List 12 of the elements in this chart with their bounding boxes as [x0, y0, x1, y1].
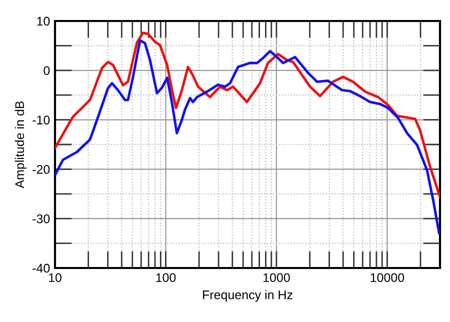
- x-axis-title: Frequency in Hz: [203, 290, 292, 302]
- x-tick-label: 100: [156, 273, 176, 282]
- y-tick-label: 10: [37, 16, 50, 26]
- y-axis-title: Amplitude in dB: [14, 101, 27, 188]
- y-tick-label: -40: [32, 264, 50, 273]
- y-tick-label: -20: [32, 165, 50, 174]
- y-tick-label: 0: [44, 66, 50, 76]
- y-tick-label: -10: [32, 116, 50, 124]
- y-tick-label: -30: [32, 214, 50, 224]
- x-tick-label: 10: [49, 273, 62, 282]
- x-tick-label: 1000: [264, 273, 290, 282]
- x-tick-label: 10000: [370, 273, 404, 282]
